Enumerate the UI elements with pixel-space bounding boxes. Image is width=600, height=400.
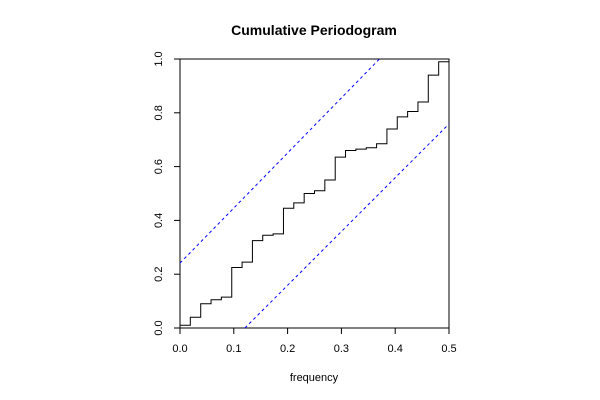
chart-title: Cumulative Periodogram [231,22,397,38]
x-axis-label: frequency [290,372,339,384]
plot-area: 0.0 0.1 0.2 0.3 0.4 0.5 0.0 0.2 0.4 0.6 0.8 1.0 [153,51,457,355]
x-tick-label-3: 0.3 [334,343,349,355]
x-tick-label-2: 0.2 [280,343,295,355]
y-tick-label-2: 0.4 [153,213,165,228]
y-tick-label-3: 0.6 [153,159,165,174]
x-tick-label-1: 0.1 [226,343,241,355]
upper-confidence-band [179,58,380,264]
y-tick-label-1: 0.2 [153,267,165,282]
y-tick-label-4: 0.8 [153,105,165,120]
x-tick-label-0: 0.0 [172,343,187,355]
lower-confidence-band [244,123,450,329]
y-tick-label-5: 1.0 [153,51,165,66]
x-tick-label-5: 0.5 [441,343,456,355]
y-tick-label-0: 0.0 [153,320,165,335]
x-tick-label-4: 0.4 [388,343,403,355]
cumulative-periodogram-step-line [179,59,450,328]
